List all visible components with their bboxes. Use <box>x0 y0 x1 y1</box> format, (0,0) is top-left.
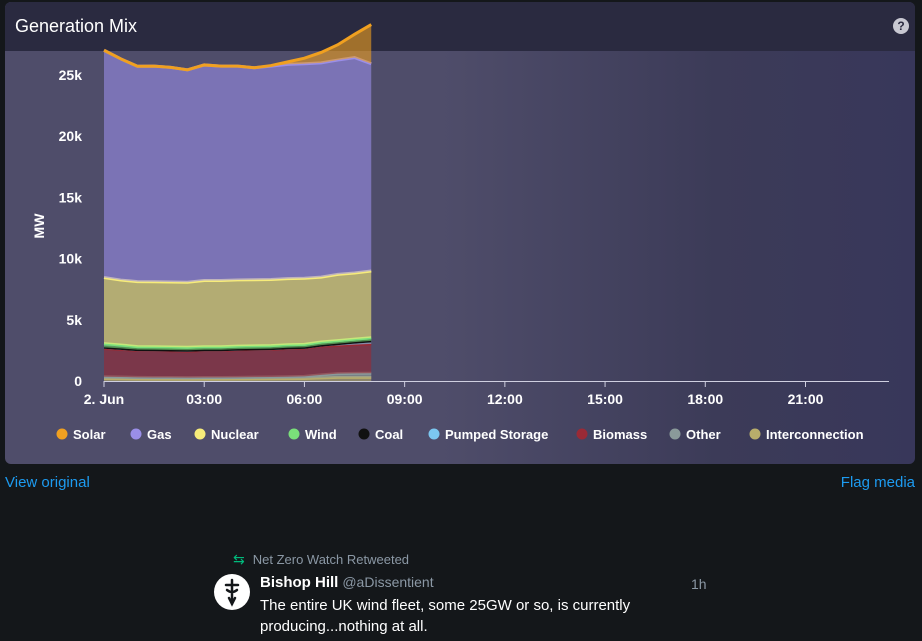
y-tick-label: 5k <box>66 312 82 328</box>
y-tick-label: 0 <box>74 373 82 389</box>
x-tick-label: 15:00 <box>587 391 623 407</box>
card-header: Generation Mix ? <box>5 2 915 51</box>
y-axis-label: MW <box>31 213 47 239</box>
legend-marker <box>669 428 681 440</box>
x-tick-label: 03:00 <box>186 391 222 407</box>
legend-label: Pumped Storage <box>445 427 548 442</box>
tweet-text: The entire UK wind fleet, some 25GW or s… <box>260 597 631 635</box>
y-tick-label: 25k <box>59 67 83 83</box>
card-title: Generation Mix <box>15 16 138 36</box>
series-area-gas <box>104 50 372 283</box>
legend-marker <box>194 428 206 440</box>
retweet-icon: ⇆ <box>233 551 245 567</box>
y-tick-label: 15k <box>59 189 83 205</box>
author-handle[interactable]: @aDissentient <box>342 574 434 590</box>
legend-label: Other <box>686 427 721 442</box>
generation-mix-card: Generation Mix ? 2. Jun 03:00 06:00 09:00 12… <box>5 2 915 464</box>
y-tick-label: 20k <box>59 128 83 144</box>
legend-label: Gas <box>147 427 172 442</box>
avatar-emblem-icon <box>224 578 240 607</box>
legend-label: Biomass <box>593 427 647 442</box>
legend-marker <box>288 428 300 440</box>
tweet-timestamp[interactable]: 1h <box>691 576 707 592</box>
tweet-author[interactable]: Bishop Hill @aDissentient <box>260 574 434 591</box>
x-tick-label: 12:00 <box>487 391 523 407</box>
legend-marker <box>56 428 68 440</box>
legend-label: Nuclear <box>211 427 259 442</box>
help-icon[interactable]: ? <box>893 18 909 34</box>
retweet-indicator: ⇆ Net Zero Watch Retweeted <box>233 551 409 568</box>
tweet[interactable]: ⇆ Net Zero Watch Retweeted Bishop Hill @aD… <box>0 545 922 641</box>
x-tick-label: 09:00 <box>387 391 423 407</box>
x-tick-label: 06:00 <box>287 391 323 407</box>
series-area-biomass <box>104 343 372 378</box>
flag-media-link[interactable]: Flag media <box>840 474 915 491</box>
legend-label: Interconnection <box>766 427 864 442</box>
legend-label: Solar <box>73 427 106 442</box>
x-tick-label: 2. Jun <box>84 391 124 407</box>
x-tick-label: 21:00 <box>788 391 824 407</box>
series-line-solar <box>103 23 372 72</box>
legend-label: Wind <box>305 427 337 442</box>
legend-marker <box>130 428 142 440</box>
author-name[interactable]: Bishop Hill <box>260 574 339 591</box>
x-tick-label: 18:00 <box>687 391 723 407</box>
legend-marker <box>749 428 761 440</box>
generation-mix-chart: 2. Jun 03:00 06:00 09:00 12:00 15:00 18:00 21:0… <box>31 23 889 442</box>
legend-label: Coal <box>375 427 403 442</box>
series-area-nuclear <box>104 270 372 348</box>
legend-marker <box>576 428 588 440</box>
legend-marker <box>358 428 370 440</box>
view-original-link[interactable]: View original <box>5 474 90 491</box>
y-tick-label: 10k <box>59 251 83 267</box>
avatar[interactable] <box>214 574 250 610</box>
legend-marker <box>428 428 440 440</box>
retweeted-by-label: Net Zero Watch Retweeted <box>252 552 410 567</box>
